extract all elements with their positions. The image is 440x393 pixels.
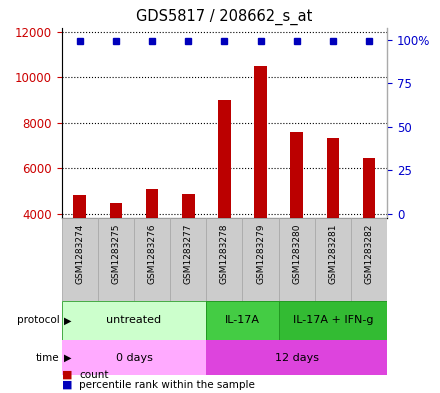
- Bar: [98, 218, 134, 301]
- Bar: [146, 189, 158, 304]
- Text: GSM1283274: GSM1283274: [75, 224, 84, 284]
- Bar: [182, 194, 194, 304]
- Text: ▶: ▶: [64, 315, 71, 325]
- Text: GSM1283277: GSM1283277: [184, 224, 193, 285]
- Text: GSM1283276: GSM1283276: [147, 224, 157, 285]
- Bar: [62, 340, 206, 375]
- Text: 12 days: 12 days: [275, 353, 319, 363]
- Bar: [326, 138, 339, 304]
- Bar: [279, 301, 387, 340]
- Text: count: count: [79, 369, 109, 380]
- Text: ■: ■: [62, 380, 72, 390]
- Text: GSM1283278: GSM1283278: [220, 224, 229, 285]
- Title: GDS5817 / 208662_s_at: GDS5817 / 208662_s_at: [136, 9, 312, 25]
- Bar: [206, 218, 242, 301]
- Text: ■: ■: [62, 369, 72, 380]
- Text: GSM1283275: GSM1283275: [111, 224, 121, 285]
- Text: ▶: ▶: [64, 353, 71, 363]
- Bar: [206, 301, 279, 340]
- Bar: [363, 158, 375, 304]
- Bar: [134, 218, 170, 301]
- Bar: [110, 203, 122, 304]
- Text: IL-17A: IL-17A: [225, 315, 260, 325]
- Text: GSM1283282: GSM1283282: [365, 224, 374, 284]
- Text: GSM1283281: GSM1283281: [328, 224, 337, 285]
- Bar: [242, 218, 279, 301]
- Text: percentile rank within the sample: percentile rank within the sample: [79, 380, 255, 390]
- Text: protocol: protocol: [17, 315, 59, 325]
- Bar: [279, 218, 315, 301]
- Text: untreated: untreated: [106, 315, 161, 325]
- Bar: [218, 100, 231, 304]
- Bar: [170, 218, 206, 301]
- Bar: [73, 195, 86, 304]
- Bar: [62, 301, 206, 340]
- Text: GSM1283279: GSM1283279: [256, 224, 265, 285]
- Bar: [351, 218, 387, 301]
- Text: time: time: [36, 353, 59, 363]
- Text: 0 days: 0 days: [116, 353, 152, 363]
- Bar: [290, 132, 303, 304]
- Bar: [206, 340, 387, 375]
- Text: GSM1283280: GSM1283280: [292, 224, 301, 285]
- Text: IL-17A + IFN-g: IL-17A + IFN-g: [293, 315, 373, 325]
- Bar: [62, 218, 98, 301]
- Bar: [254, 66, 267, 304]
- Bar: [315, 218, 351, 301]
